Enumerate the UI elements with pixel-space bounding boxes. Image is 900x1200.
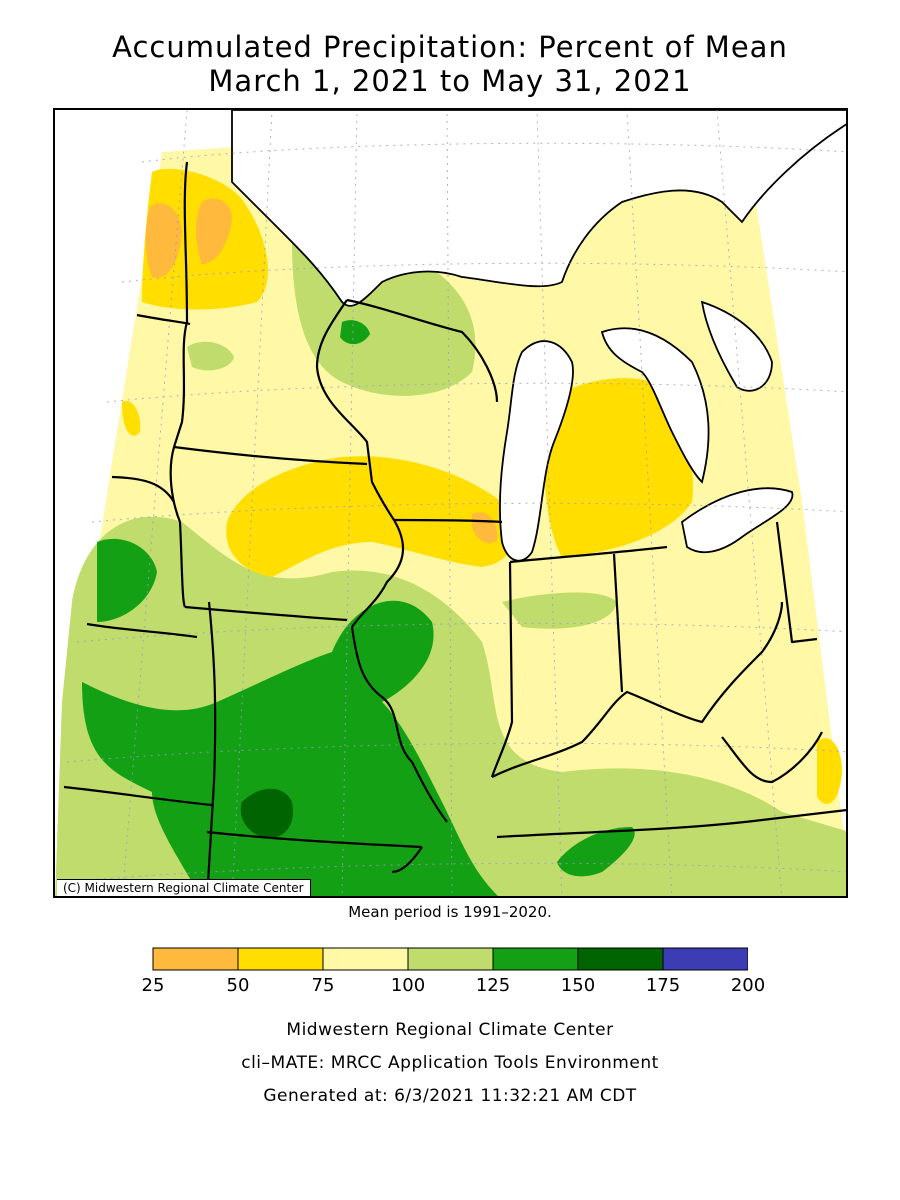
legend-tick-label: 125 — [475, 975, 511, 996]
legend-swatch — [152, 947, 239, 971]
legend-swatch — [407, 947, 494, 971]
precipitation-map: (C) Midwestern Regional Climate Center — [53, 108, 848, 898]
map-credit: (C) Midwestern Regional Climate Center — [57, 879, 311, 896]
footer-generated: Generated at: 6/3/2021 11:32:21 AM CDT — [263, 1086, 637, 1106]
color-legend — [152, 947, 748, 971]
legend-tick-label: 50 — [226, 975, 250, 996]
legend-tick-label: 175 — [645, 975, 681, 996]
legend-swatch — [662, 947, 748, 971]
map-canvas — [55, 110, 846, 896]
mean-period-note: Mean period is 1991–2020. — [348, 903, 552, 921]
map-date-range: March 1, 2021 to May 31, 2021 — [208, 64, 692, 98]
region-50-75 — [122, 168, 842, 804]
footer-tool: cli–MATE: MRCC Application Tools Environ… — [241, 1053, 659, 1073]
legend-swatch — [237, 947, 324, 971]
legend-tick-label: 25 — [141, 975, 165, 996]
legend-tick-label: 200 — [730, 975, 766, 996]
legend-tick-label: 150 — [560, 975, 596, 996]
state-borders — [63, 161, 846, 896]
legend-tick-label: 75 — [311, 975, 335, 996]
lat-lon-grid — [61, 110, 846, 896]
map-title: Accumulated Precipitation: Percent of Me… — [112, 30, 788, 64]
region-150-175 — [240, 788, 293, 838]
great-lakes — [231, 110, 846, 562]
region-125-150 — [82, 320, 635, 896]
footer-org: Midwestern Regional Climate Center — [286, 1020, 614, 1040]
legend-tick-label: 100 — [390, 975, 426, 996]
legend-swatch — [577, 947, 664, 971]
legend-swatch — [492, 947, 579, 971]
legend-swatch — [322, 947, 409, 971]
